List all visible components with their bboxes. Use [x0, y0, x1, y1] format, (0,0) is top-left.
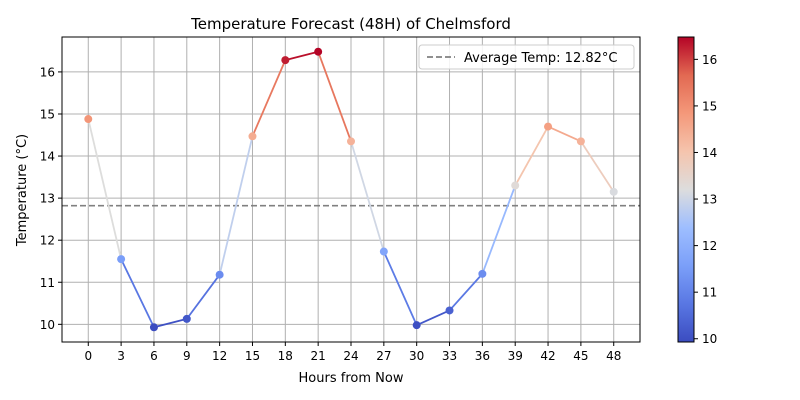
colorbar-gradient [677, 36, 695, 343]
x-tick-label: 15 [245, 349, 260, 363]
data-point [347, 137, 355, 146]
x-tick-label: 6 [150, 349, 158, 363]
x-tick-label: 3 [117, 349, 125, 363]
x-tick-label: 30 [409, 349, 424, 363]
data-point [182, 314, 191, 323]
colorbar-tick-label: 16 [702, 53, 717, 67]
colorbar-tick-label: 11 [702, 286, 717, 300]
line-segment [153, 317, 188, 329]
colorbar-tick-label: 14 [702, 146, 717, 160]
y-tick-label: 12 [40, 234, 55, 248]
data-point [609, 187, 618, 196]
x-tick-label: 12 [212, 349, 227, 363]
line-segment [514, 126, 549, 186]
line-segment [481, 185, 517, 275]
data-point [281, 56, 290, 65]
colorbar-tick-label: 15 [702, 99, 717, 113]
line-segment [383, 251, 418, 326]
line-segment [120, 258, 155, 328]
line-segment [448, 273, 484, 312]
x-tick-label: 33 [442, 349, 457, 363]
y-tick-label: 16 [40, 65, 55, 79]
legend-box [418, 44, 635, 70]
x-tick-label: 39 [508, 349, 523, 363]
line-segment [580, 140, 615, 193]
line-segment [317, 51, 352, 142]
data-point [117, 255, 126, 264]
data-point [478, 269, 487, 278]
line-segment [218, 136, 254, 275]
x-axis-label: Hours from Now [299, 371, 404, 386]
legend-entry-average: Average Temp: 12.82°C [464, 51, 617, 66]
plot-frame [61, 36, 641, 343]
x-tick-label: 0 [84, 349, 92, 363]
x-tick-label: 18 [278, 349, 293, 363]
x-tick-label: 9 [183, 349, 191, 363]
data-point [314, 47, 323, 56]
line-segment [416, 309, 450, 326]
data-point [544, 122, 553, 131]
colorbar-ticks: 10 11 12 13 14 15 16 [694, 53, 717, 346]
line-segment [285, 50, 319, 62]
line-segment [251, 59, 287, 137]
x-tick-label: 42 [540, 349, 555, 363]
line-segment [87, 118, 122, 260]
y-tick-label: 10 [40, 318, 55, 332]
data-point [84, 115, 93, 124]
x-tick-label: 48 [606, 349, 621, 363]
colorbar: 10 11 12 13 14 15 16 [677, 36, 717, 346]
x-tick-label: 27 [376, 349, 391, 363]
data-point [445, 306, 454, 315]
data-point [379, 247, 388, 256]
y-tick-label: 11 [40, 276, 55, 290]
axis-ticks: 0 3 6 9 12 15 18 21 24 27 30 33 36 39 42 45 481011121314… [40, 65, 622, 363]
series-points [84, 47, 618, 332]
series-lines [87, 50, 615, 329]
x-tick-label: 24 [343, 349, 358, 363]
x-tick-label: 36 [475, 349, 490, 363]
line-segment [350, 141, 385, 252]
y-axis-label: Temperature (°C) [15, 134, 30, 247]
y-tick-label: 13 [40, 192, 55, 206]
x-tick-label: 45 [573, 349, 588, 363]
colorbar-tick-label: 10 [702, 332, 717, 346]
chart-title: Temperature Forecast (48H) of Chelmsford [190, 15, 511, 33]
y-tick-label: 15 [40, 107, 55, 121]
y-tick-label: 14 [40, 150, 55, 164]
line-segment [547, 125, 582, 143]
data-point [412, 321, 421, 330]
data-point [149, 323, 158, 332]
line-segment [186, 274, 221, 320]
data-point [215, 270, 224, 279]
grid [62, 37, 640, 342]
data-point [576, 137, 585, 146]
data-point [248, 132, 257, 141]
x-tick-label: 21 [311, 349, 326, 363]
colorbar-tick-label: 13 [702, 193, 717, 207]
data-point [511, 181, 520, 190]
legend: Average Temp: 12.82°C [418, 44, 635, 70]
colorbar-tick-label: 12 [702, 239, 717, 253]
